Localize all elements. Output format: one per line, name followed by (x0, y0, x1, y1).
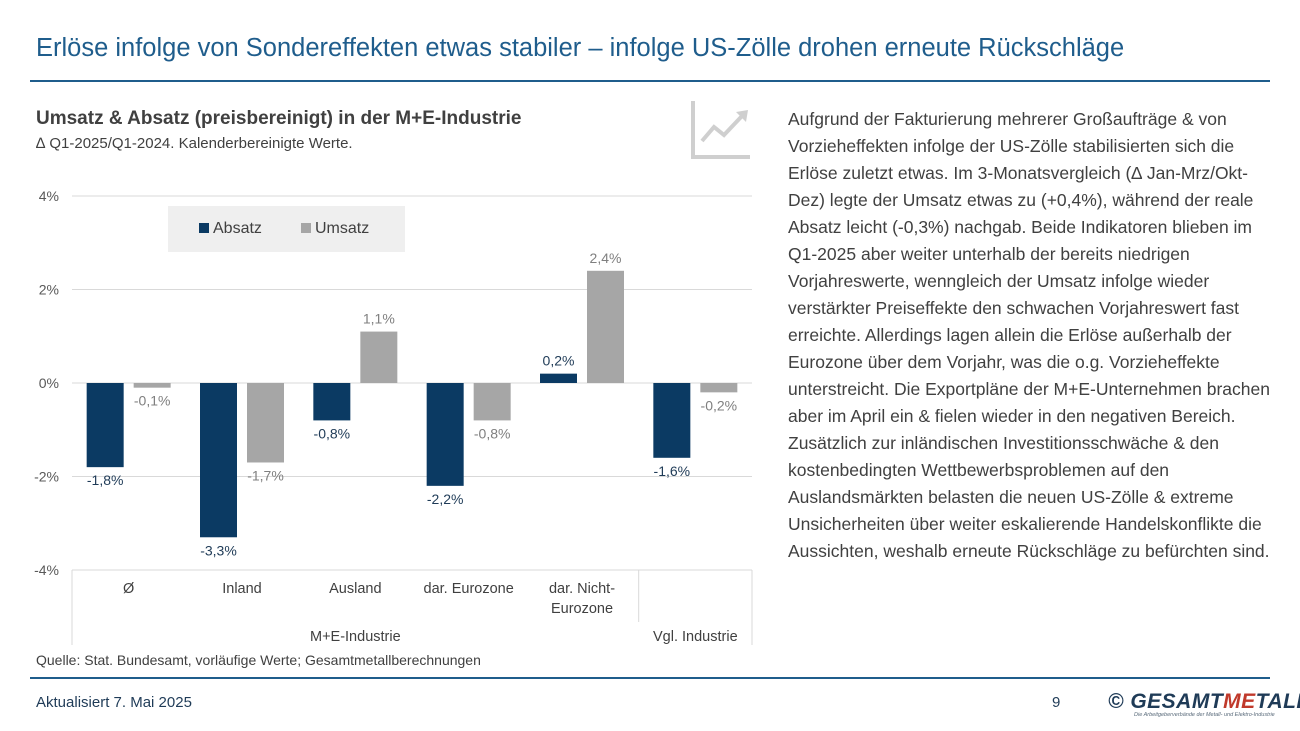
group-label: M+E-Industrie (310, 629, 401, 645)
bar (360, 331, 398, 383)
category-label: dar. Nicht- (549, 581, 615, 597)
chart-subtitle: ∆ Q1-2025/Q1-2024. Kalenderbereinigte We… (36, 135, 353, 152)
page-title: Erlöse infolge von Sondereffekten etwas … (36, 34, 1125, 62)
data-label: 0,2% (543, 353, 575, 369)
bar (247, 383, 284, 463)
bar (653, 383, 691, 458)
y-tick-label: 2% (39, 282, 59, 298)
data-label: -0,8% (474, 425, 511, 441)
page-number: 9 (1052, 694, 1061, 711)
bar (133, 383, 171, 388)
category-label: Ausland (329, 581, 381, 597)
data-label: -0,1% (134, 393, 171, 409)
chart-title: Umsatz & Absatz (preisbereinigt) in der … (36, 108, 522, 129)
bar (426, 383, 464, 486)
category-label: Inland (222, 581, 262, 597)
category-label: Eurozone (551, 601, 613, 617)
bar-chart: -4% -2% 0% 2% 4% Absatz Umsatz -1,8% -3,3% -0,8% -… (34, 188, 753, 645)
data-label: -0,8% (314, 425, 351, 441)
logo-text-2: ME (1223, 690, 1256, 713)
legend-label: Umsatz (315, 220, 369, 237)
gesamtmetall-logo: © GESAMTMETALL Die Arbeitgeberverbände d… (1108, 690, 1300, 722)
y-tick-label: -2% (34, 469, 59, 485)
bar (587, 270, 624, 383)
source-note: Quelle: Stat. Bundesamt, vorläufige Wert… (36, 652, 481, 668)
legend-label: Absatz (213, 220, 262, 237)
bar (200, 383, 237, 538)
data-label: -2,2% (427, 491, 464, 507)
logo-text-1: GESAMT (1130, 690, 1224, 713)
legend-swatch (301, 223, 311, 233)
title-rule (30, 80, 1270, 82)
category-label: Ø (123, 581, 134, 597)
y-tick-label: -4% (34, 562, 59, 578)
data-label: -1,6% (654, 463, 691, 479)
footer-rule (30, 677, 1270, 679)
logo-text-3: TALL (1255, 690, 1300, 713)
group-label: Vgl. Industrie (653, 629, 738, 645)
y-tick-label: 0% (39, 375, 59, 391)
line-chart-trend-icon (691, 101, 750, 159)
bar (313, 383, 351, 421)
legend-swatch (199, 223, 209, 233)
data-label: 1,1% (363, 311, 395, 327)
data-label: -0,2% (701, 397, 738, 413)
commentary-text: Aufgrund der Fakturierung mehrerer Großa… (788, 109, 1270, 561)
logo-tagline: Die Arbeitgeberverbände der Metall- und … (1134, 712, 1275, 718)
bar (700, 383, 738, 393)
footer-date: Aktualisiert 7. Mai 2025 (36, 694, 192, 711)
category-label: dar. Eurozone (424, 581, 514, 597)
data-label: -1,7% (247, 467, 284, 483)
data-label: -3,3% (200, 542, 237, 558)
data-label: -1,8% (87, 472, 124, 488)
y-tick-label: 4% (39, 188, 59, 204)
bar (86, 383, 124, 468)
data-label: 2,4% (590, 250, 622, 266)
bar (473, 383, 511, 421)
bar (540, 373, 577, 383)
copyright-symbol: © (1108, 690, 1124, 713)
